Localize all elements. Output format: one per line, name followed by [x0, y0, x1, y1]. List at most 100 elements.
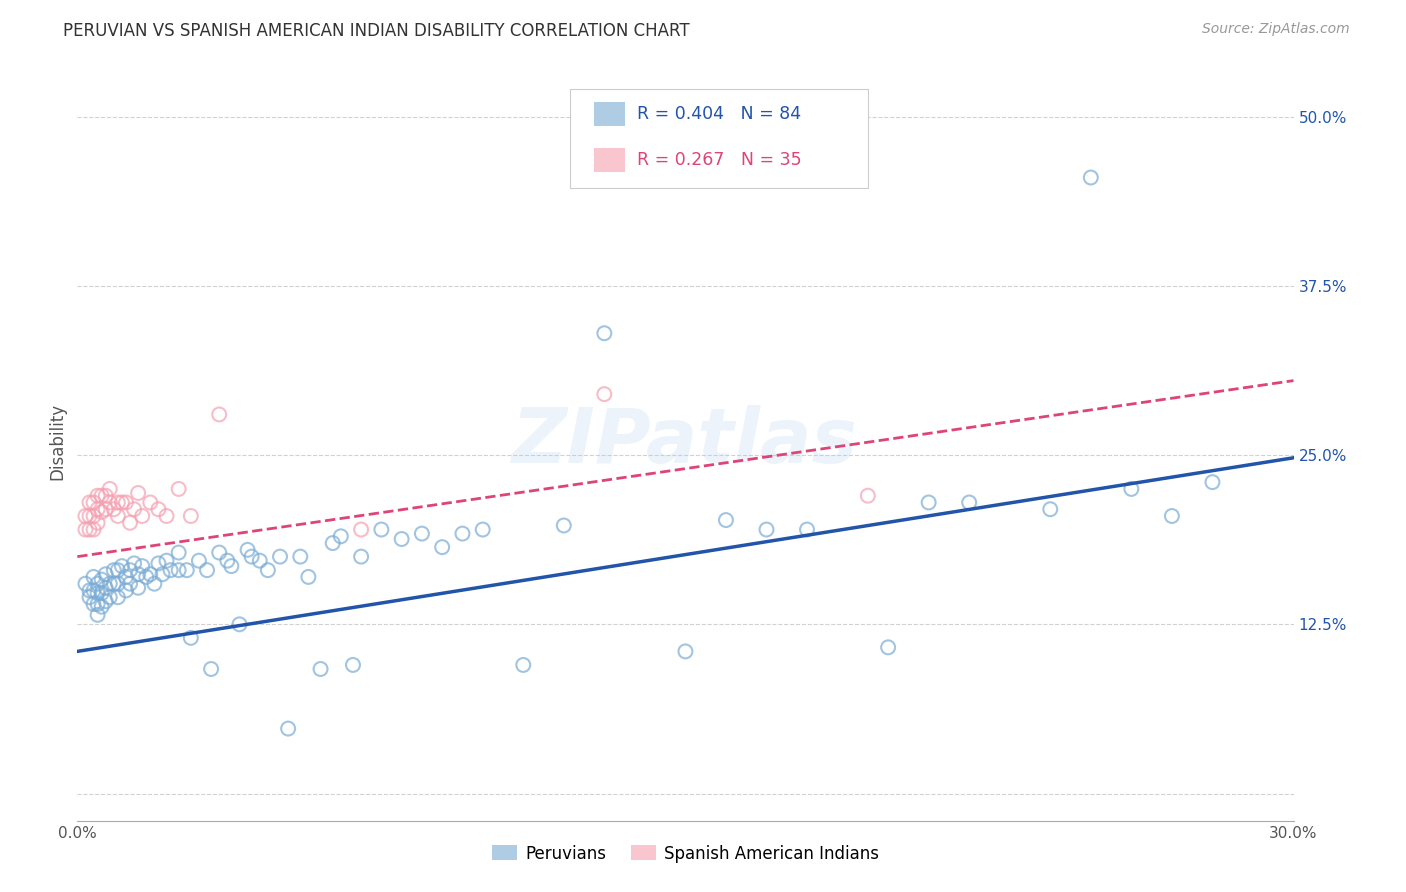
Point: [430, 540, 453, 554]
Point: [94, 502, 117, 516]
Point: [208, 408, 231, 422]
Point: [131, 508, 153, 523]
Point: [86, 489, 108, 503]
FancyBboxPatch shape: [569, 89, 868, 187]
Point: [131, 559, 153, 574]
Point: [98, 576, 121, 591]
Point: [139, 567, 162, 582]
Point: [342, 657, 364, 672]
Point: [79, 523, 101, 537]
Point: [195, 563, 218, 577]
Point: [90, 505, 112, 519]
Point: [83, 597, 105, 611]
Point: [118, 563, 141, 577]
Point: [236, 542, 259, 557]
Point: [111, 559, 134, 574]
Point: [176, 563, 198, 577]
Point: [350, 549, 373, 564]
Point: [593, 387, 616, 401]
Point: [451, 526, 474, 541]
Point: [148, 557, 170, 571]
Point: [322, 536, 344, 550]
Point: [208, 545, 231, 559]
Point: [107, 576, 129, 591]
Point: [122, 502, 145, 516]
Point: [269, 549, 291, 564]
Point: [350, 523, 373, 537]
Point: [167, 545, 190, 559]
Point: [217, 554, 239, 568]
Point: [115, 583, 138, 598]
Point: [127, 581, 149, 595]
Point: [86, 516, 108, 530]
Point: [856, 489, 879, 503]
Point: [796, 523, 818, 537]
Point: [167, 563, 190, 577]
Point: [79, 583, 101, 598]
Point: [180, 508, 202, 523]
Point: [329, 529, 352, 543]
Point: [75, 576, 97, 591]
Point: [103, 576, 125, 591]
Point: [1121, 482, 1143, 496]
Point: [83, 495, 105, 509]
Point: [79, 508, 101, 523]
Text: PERUVIAN VS SPANISH AMERICAN INDIAN DISABILITY CORRELATION CHART: PERUVIAN VS SPANISH AMERICAN INDIAN DISA…: [63, 22, 690, 40]
Point: [86, 502, 108, 516]
Point: [221, 559, 243, 574]
Point: [103, 502, 125, 516]
Point: [257, 563, 280, 577]
Point: [83, 583, 105, 598]
Point: [240, 549, 263, 564]
Point: [553, 518, 575, 533]
Bar: [595, 148, 624, 171]
Point: [1039, 502, 1062, 516]
Point: [75, 523, 97, 537]
Point: [135, 570, 157, 584]
Point: [86, 576, 108, 591]
Point: [118, 576, 141, 591]
Legend: Peruvians, Spanish American Indians: Peruvians, Spanish American Indians: [485, 838, 886, 869]
Point: [107, 563, 129, 577]
Point: [118, 516, 141, 530]
Point: [155, 554, 177, 568]
Point: [188, 554, 211, 568]
Point: [79, 495, 101, 509]
Point: [512, 657, 534, 672]
Point: [200, 662, 222, 676]
Point: [86, 586, 108, 600]
Point: [90, 586, 112, 600]
Text: R = 0.404   N = 84: R = 0.404 N = 84: [637, 105, 801, 123]
Point: [79, 591, 101, 605]
Point: [370, 523, 392, 537]
Point: [75, 508, 97, 523]
Point: [94, 489, 117, 503]
Point: [103, 563, 125, 577]
Point: [249, 554, 271, 568]
Point: [180, 631, 202, 645]
Point: [152, 567, 174, 582]
Point: [90, 573, 112, 587]
Point: [86, 597, 108, 611]
Point: [122, 557, 145, 571]
Point: [714, 513, 737, 527]
Point: [90, 489, 112, 503]
Text: ZIPatlas: ZIPatlas: [512, 405, 859, 478]
Point: [107, 591, 129, 605]
Point: [297, 570, 319, 584]
Point: [98, 482, 121, 496]
Point: [1161, 508, 1184, 523]
Y-axis label: Disability: Disability: [48, 403, 66, 480]
Point: [755, 523, 778, 537]
Text: Source: ZipAtlas.com: Source: ZipAtlas.com: [1202, 22, 1350, 37]
Point: [675, 644, 697, 658]
Point: [143, 576, 166, 591]
Point: [83, 508, 105, 523]
Point: [94, 567, 117, 582]
Point: [1201, 475, 1223, 490]
Point: [155, 508, 177, 523]
Point: [98, 495, 121, 509]
Point: [877, 640, 900, 655]
Point: [107, 495, 129, 509]
Point: [115, 570, 138, 584]
